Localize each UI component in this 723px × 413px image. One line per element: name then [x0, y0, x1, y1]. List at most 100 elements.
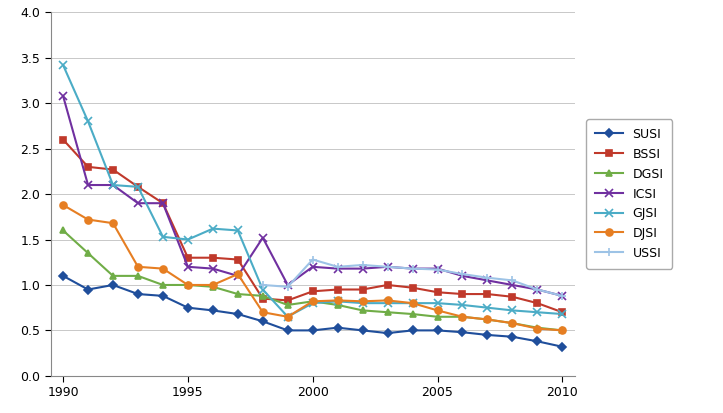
GJSI: [234, 228, 242, 233]
SUSI: [458, 330, 467, 335]
BSSI: [558, 310, 567, 315]
SUSI: [408, 328, 417, 333]
ICSI: [184, 264, 192, 269]
ICSI: [134, 201, 142, 206]
Line: DGSI: DGSI: [59, 227, 566, 334]
SUSI: [558, 344, 567, 349]
ICSI: [558, 293, 567, 298]
SUSI: [158, 293, 167, 298]
DJSI: [108, 221, 117, 225]
USSI: [433, 267, 442, 272]
USSI: [383, 264, 392, 269]
SUSI: [258, 319, 267, 324]
DGSI: [533, 325, 542, 330]
SUSI: [533, 339, 542, 344]
USSI: [508, 278, 517, 283]
USSI: [408, 266, 417, 271]
GJSI: [208, 226, 217, 231]
GJSI: [309, 301, 317, 306]
DGSI: [483, 317, 492, 322]
GJSI: [134, 184, 142, 189]
DGSI: [333, 302, 342, 307]
ICSI: [283, 282, 292, 287]
SUSI: [108, 282, 117, 287]
ICSI: [533, 287, 542, 292]
BSSI: [483, 292, 492, 297]
DGSI: [283, 302, 292, 307]
SUSI: [134, 292, 142, 297]
SUSI: [333, 325, 342, 330]
DGSI: [258, 293, 267, 298]
GJSI: [533, 310, 542, 315]
USSI: [333, 264, 342, 269]
ICSI: [483, 278, 492, 283]
ICSI: [408, 266, 417, 271]
DGSI: [234, 292, 242, 297]
BSSI: [508, 294, 517, 299]
ICSI: [309, 264, 317, 269]
GJSI: [258, 287, 267, 292]
DGSI: [408, 311, 417, 316]
GJSI: [158, 234, 167, 239]
DJSI: [134, 264, 142, 269]
DJSI: [458, 314, 467, 319]
ICSI: [333, 266, 342, 271]
Line: BSSI: BSSI: [59, 136, 566, 316]
BSSI: [408, 285, 417, 290]
DJSI: [258, 310, 267, 315]
USSI: [533, 287, 542, 292]
GJSI: [433, 301, 442, 306]
GJSI: [508, 308, 517, 313]
SUSI: [59, 273, 67, 278]
SUSI: [383, 331, 392, 336]
Legend: SUSI, BSSI, DGSI, ICSI, GJSI, DJSI, USSI: SUSI, BSSI, DGSI, ICSI, GJSI, DJSI, USSI: [586, 119, 672, 269]
ICSI: [458, 273, 467, 278]
DGSI: [458, 314, 467, 319]
Line: GJSI: GJSI: [59, 61, 567, 321]
DJSI: [433, 308, 442, 313]
BSSI: [184, 255, 192, 260]
DGSI: [184, 282, 192, 287]
ICSI: [84, 183, 93, 188]
ICSI: [108, 183, 117, 188]
USSI: [309, 257, 317, 262]
GJSI: [558, 311, 567, 316]
GJSI: [84, 119, 93, 124]
SUSI: [234, 311, 242, 316]
USSI: [458, 272, 467, 277]
BSSI: [458, 292, 467, 297]
BSSI: [234, 257, 242, 262]
DGSI: [59, 228, 67, 233]
DGSI: [359, 308, 367, 313]
BSSI: [383, 282, 392, 287]
BSSI: [108, 167, 117, 172]
GJSI: [359, 301, 367, 306]
DJSI: [483, 317, 492, 322]
SUSI: [283, 328, 292, 333]
SUSI: [184, 305, 192, 310]
DGSI: [84, 251, 93, 256]
BSSI: [309, 289, 317, 294]
DGSI: [433, 314, 442, 319]
Line: DJSI: DJSI: [59, 202, 566, 334]
ICSI: [258, 235, 267, 240]
DGSI: [309, 299, 317, 304]
DJSI: [283, 314, 292, 319]
BSSI: [433, 290, 442, 295]
DGSI: [134, 273, 142, 278]
SUSI: [483, 332, 492, 337]
DJSI: [184, 282, 192, 287]
DJSI: [508, 320, 517, 325]
SUSI: [359, 328, 367, 333]
BSSI: [134, 184, 142, 189]
DGSI: [158, 282, 167, 287]
GJSI: [184, 237, 192, 242]
ICSI: [383, 264, 392, 269]
GJSI: [333, 299, 342, 304]
DJSI: [558, 328, 567, 333]
BSSI: [333, 287, 342, 292]
ICSI: [208, 266, 217, 271]
USSI: [359, 263, 367, 268]
ICSI: [234, 273, 242, 278]
GJSI: [408, 301, 417, 306]
